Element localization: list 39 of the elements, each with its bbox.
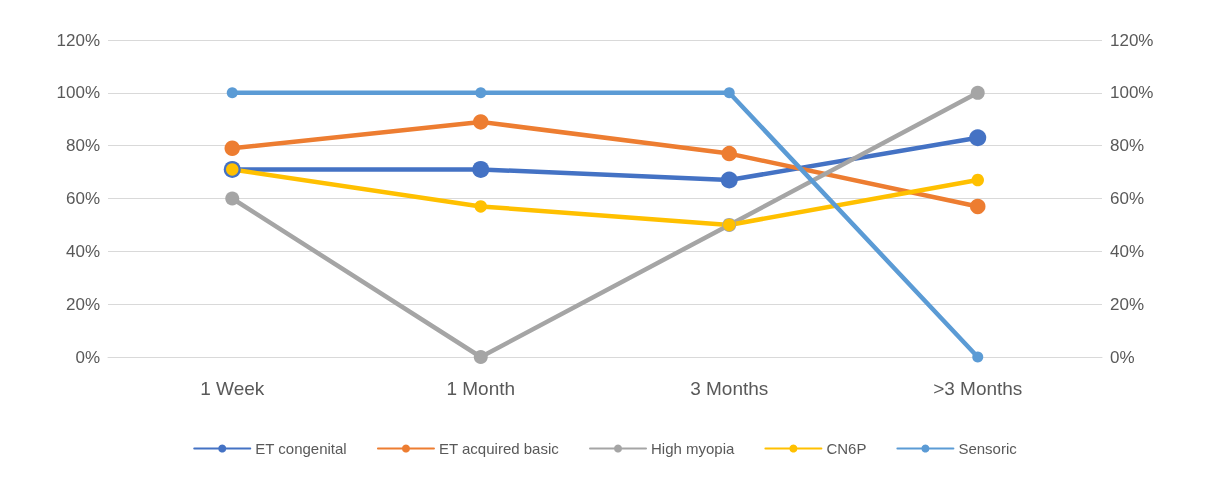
point bbox=[226, 87, 238, 99]
point bbox=[970, 198, 986, 215]
y2-tick-label: 120% bbox=[1110, 30, 1154, 50]
legend-label: ET acquired basic bbox=[438, 440, 560, 457]
y2-tick-label: 60% bbox=[1110, 189, 1145, 208]
y-tick-label: 20% bbox=[65, 294, 100, 314]
point bbox=[472, 160, 490, 178]
point bbox=[475, 87, 487, 99]
y-tick-label: 80% bbox=[65, 136, 100, 156]
point bbox=[225, 191, 240, 206]
legend-label: Sensoric bbox=[958, 440, 1018, 457]
point bbox=[473, 114, 489, 130]
y2-tick-label: 20% bbox=[1110, 294, 1145, 314]
legend-label: High myopia bbox=[651, 440, 736, 457]
y-tick-label: 60% bbox=[65, 189, 100, 208]
y2-tick-label: 0% bbox=[1110, 347, 1135, 367]
point bbox=[970, 85, 985, 100]
point bbox=[474, 200, 487, 213]
y-tick-label: 100% bbox=[56, 83, 100, 103]
y2-tick-label: 100% bbox=[1110, 83, 1154, 103]
point bbox=[972, 351, 984, 363]
point bbox=[720, 171, 738, 189]
y2-tick-label: 40% bbox=[1110, 241, 1145, 261]
point bbox=[721, 145, 737, 162]
y-tick-label: 40% bbox=[65, 241, 100, 261]
y2-tick-label: 80% bbox=[1110, 136, 1145, 156]
legend-label: CN6P bbox=[826, 440, 867, 457]
point bbox=[971, 173, 984, 187]
x-tick-label: 1 Month bbox=[446, 378, 516, 399]
x-tick-label: 1 Week bbox=[200, 378, 265, 399]
x-tick-label: >3 Months bbox=[933, 378, 1023, 399]
point bbox=[969, 129, 987, 147]
point bbox=[473, 350, 488, 364]
legend-label: ET congenital bbox=[255, 440, 347, 457]
y-tick-label: 120% bbox=[56, 30, 100, 50]
x-tick-label: 3 Months bbox=[690, 378, 769, 399]
point bbox=[723, 87, 735, 99]
point bbox=[224, 140, 240, 157]
y-tick-label: 0% bbox=[75, 347, 100, 367]
